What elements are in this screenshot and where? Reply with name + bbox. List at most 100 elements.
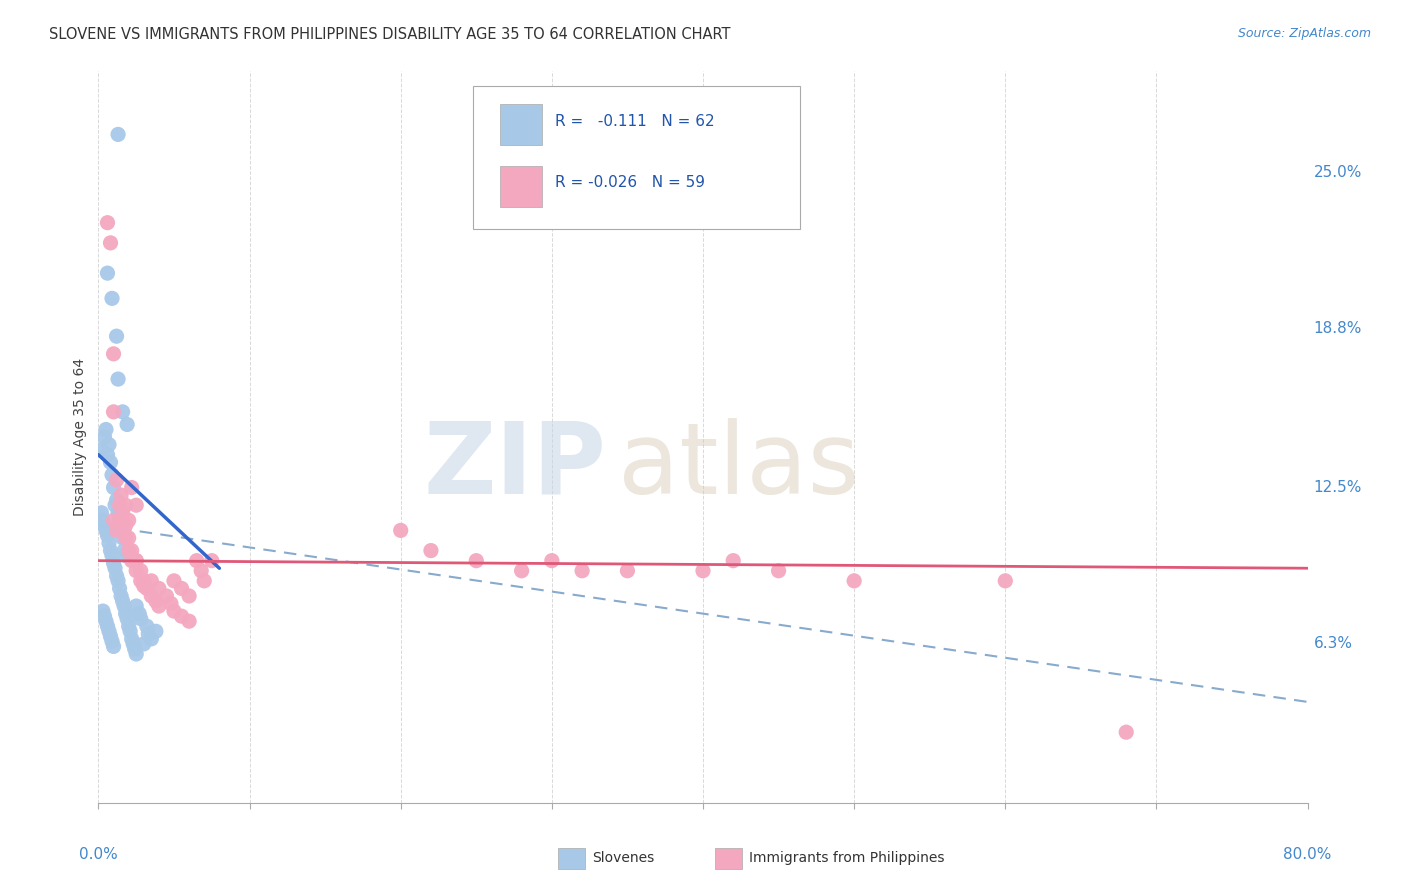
FancyBboxPatch shape: [501, 104, 543, 145]
Point: [100, 629, 122, 643]
Point: [141, 589, 163, 603]
Text: Slovenes: Slovenes: [592, 851, 654, 865]
Point: [121, 543, 143, 558]
FancyBboxPatch shape: [716, 848, 742, 869]
Text: 18.8%: 18.8%: [1313, 321, 1362, 336]
Point: [118, 513, 141, 527]
Text: atlas: atlas: [619, 417, 860, 515]
Point: [114, 518, 136, 533]
Point: [98, 624, 121, 639]
Point: [125, 554, 148, 568]
Point: [186, 554, 208, 568]
Text: ZIP: ZIP: [423, 417, 606, 515]
Point: [107, 574, 129, 588]
Point: [101, 291, 124, 305]
Point: [96, 528, 118, 542]
Point: [94, 423, 117, 437]
Point: [125, 498, 148, 512]
Point: [98, 437, 121, 451]
Point: [93, 609, 115, 624]
Point: [128, 607, 150, 621]
Text: 80.0%: 80.0%: [1284, 847, 1331, 862]
FancyBboxPatch shape: [558, 848, 585, 869]
Point: [110, 513, 132, 527]
Text: R =   -0.111   N = 62: R = -0.111 N = 62: [555, 113, 716, 128]
Point: [108, 513, 131, 527]
Point: [100, 235, 122, 250]
Point: [692, 564, 714, 578]
Point: [111, 405, 134, 419]
Y-axis label: Disability Age 35 to 64: Disability Age 35 to 64: [73, 358, 87, 516]
Point: [91, 604, 114, 618]
Point: [93, 430, 115, 444]
Point: [111, 506, 134, 520]
Point: [994, 574, 1017, 588]
Point: [145, 624, 167, 639]
Point: [103, 481, 125, 495]
Point: [96, 619, 118, 633]
Point: [100, 455, 122, 469]
Point: [160, 597, 183, 611]
Text: 0.0%: 0.0%: [79, 847, 118, 862]
Point: [193, 574, 215, 588]
Point: [105, 524, 128, 538]
Point: [125, 647, 148, 661]
Point: [201, 554, 224, 568]
Text: 6.3%: 6.3%: [1313, 636, 1353, 651]
Point: [155, 589, 177, 603]
Text: R = -0.026   N = 59: R = -0.026 N = 59: [555, 175, 706, 190]
Point: [110, 589, 132, 603]
Point: [115, 612, 138, 626]
Point: [107, 506, 129, 520]
Point: [179, 614, 201, 628]
Text: Source: ZipAtlas.com: Source: ZipAtlas.com: [1237, 27, 1371, 40]
Point: [96, 448, 118, 462]
Point: [163, 604, 186, 618]
Point: [90, 442, 112, 457]
Point: [132, 637, 155, 651]
Point: [112, 599, 135, 613]
Point: [121, 481, 143, 495]
Text: Immigrants from Philippines: Immigrants from Philippines: [749, 851, 945, 865]
Point: [118, 531, 141, 545]
Point: [103, 640, 125, 654]
Point: [844, 574, 866, 588]
Point: [100, 543, 122, 558]
Point: [103, 513, 125, 527]
Point: [125, 564, 148, 578]
Point: [163, 574, 186, 588]
Point: [145, 594, 167, 608]
Point: [105, 493, 128, 508]
Text: 25.0%: 25.0%: [1313, 165, 1362, 180]
Point: [125, 554, 148, 568]
Point: [170, 582, 193, 596]
Point: [129, 574, 152, 588]
FancyBboxPatch shape: [474, 86, 800, 228]
Point: [571, 564, 593, 578]
Point: [101, 467, 124, 482]
Point: [190, 564, 212, 578]
Point: [122, 637, 145, 651]
Point: [768, 564, 790, 578]
Point: [114, 498, 136, 512]
Point: [170, 609, 193, 624]
Point: [135, 582, 157, 596]
Point: [110, 488, 132, 502]
Point: [114, 549, 136, 563]
Point: [540, 554, 562, 568]
Point: [125, 599, 148, 613]
Point: [111, 531, 134, 545]
Point: [114, 607, 136, 621]
Point: [104, 561, 127, 575]
FancyBboxPatch shape: [501, 167, 543, 207]
Text: 12.5%: 12.5%: [1313, 480, 1362, 495]
Point: [148, 582, 170, 596]
Point: [101, 549, 124, 563]
Point: [129, 612, 152, 626]
Point: [723, 554, 745, 568]
Point: [104, 498, 127, 512]
Point: [148, 599, 170, 613]
Point: [90, 506, 112, 520]
Point: [108, 582, 131, 596]
Point: [135, 619, 157, 633]
